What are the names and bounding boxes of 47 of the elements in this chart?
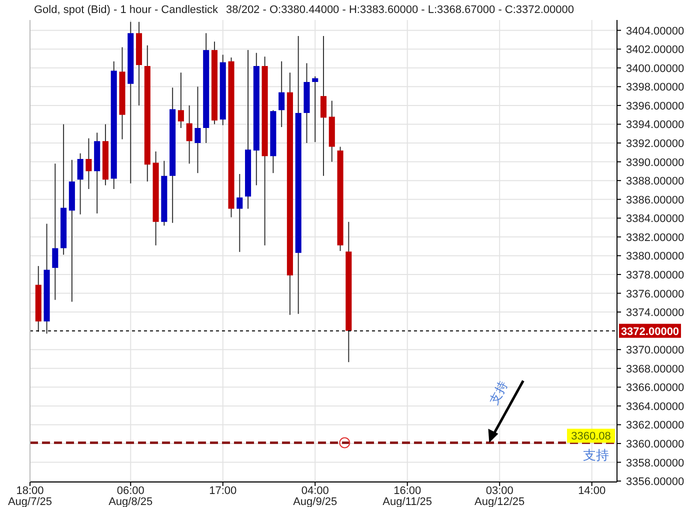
y-tick-label: 3358.00000 (626, 457, 684, 470)
y-tick-label: 3370.00000 (626, 344, 684, 357)
y-tick-label: 3396.00000 (626, 100, 684, 112)
y-tick-label: 3378.00000 (626, 269, 684, 282)
y-tick-label: 3386.00000 (626, 194, 684, 206)
y-tick-label: 3374.00000 (626, 307, 684, 320)
y-tick-label: 3380.00000 (626, 250, 684, 263)
y-tick-label: 3382.00000 (626, 232, 684, 244)
x-tick-label: 14:00 (578, 485, 606, 497)
y-tick-label: 3398.00000 (626, 82, 684, 94)
y-tick-label: 3356.00000 (626, 476, 684, 488)
candlestick (77, 152, 84, 215)
candlestick (278, 60, 285, 128)
y-tick-label: 3404.00000 (626, 25, 684, 38)
annotation: 支持 (583, 448, 609, 463)
y-tick-label: 3392.00000 (626, 138, 684, 150)
annotation: 支持 (486, 378, 510, 407)
y-tick-label: 3368.00000 (626, 363, 684, 376)
y-tick-label: 3388.00000 (626, 176, 684, 188)
y-tick-label: 3376.00000 (626, 288, 684, 300)
y-tick-label: 3402.00000 (626, 44, 684, 56)
chart-title: Gold, spot (Bid) - 1 hour - Candlestick (34, 4, 219, 16)
y-tick-label: 3360.00000 (626, 438, 684, 450)
y-tick-label: 3400.00000 (626, 62, 684, 75)
x-tick-label: 17:00 (209, 485, 237, 497)
y-tick-label: 3384.00000 (626, 213, 684, 226)
y-tick-label: 3366.00000 (626, 382, 684, 394)
chart-subtitle: 38/202 - O:3380.44000 - H:3383.60000 - L:3368.67000 - C:3372.00000 (226, 4, 574, 16)
candlestick (52, 163, 58, 300)
y-tick-label: 3362.00000 (626, 420, 684, 432)
y-tick-label: 3364.00000 (626, 400, 684, 413)
ref-line-label: 3372.00000 (620, 326, 680, 338)
candlestick (178, 72, 184, 128)
y-tick-label: 3390.00000 (626, 156, 684, 169)
y-tick-label: 3394.00000 (626, 119, 684, 132)
candlestick (86, 138, 92, 190)
candlestick (312, 76, 318, 143)
candlestick (186, 104, 192, 164)
ref-line-label: 3360.08 (571, 430, 611, 443)
x-tick-label: 16:00 Aug/11/25 (382, 485, 432, 507)
x-tick-label: 04:00 Aug/9/25 (293, 485, 338, 507)
x-tick-label: 03:00 Aug/12/25 (474, 485, 525, 507)
x-tick-label: 18:00 Aug/7/25 (8, 485, 52, 507)
x-tick-label: 06:00 Aug/8/25 (108, 485, 153, 507)
candlestick (236, 174, 243, 252)
candlestick (320, 35, 327, 176)
candlestick (194, 86, 201, 174)
